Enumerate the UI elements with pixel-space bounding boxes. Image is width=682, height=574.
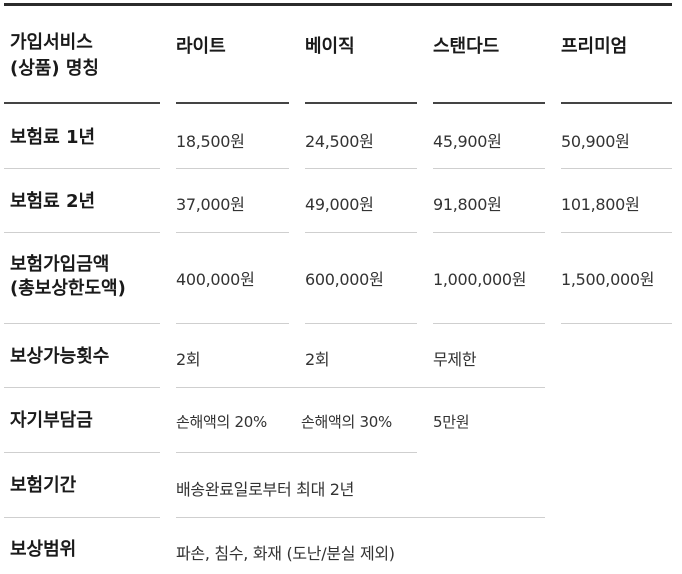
row-divider <box>176 517 545 518</box>
table-cell: 49,000원 <box>305 195 374 214</box>
table-cell: 18,500원 <box>176 132 245 151</box>
row-divider <box>4 517 160 518</box>
row-label-claim-count: 보상가능횟수 <box>10 346 110 367</box>
row-divider <box>176 232 289 233</box>
row-divider <box>561 323 672 324</box>
header-divider <box>433 102 545 104</box>
header-service-name: 가입서비스 (상품) 명칭 <box>10 30 99 82</box>
row-divider <box>561 232 672 233</box>
header-divider <box>4 102 160 104</box>
table-cell: 파손, 침수, 화재 (도난/분실 제외) <box>176 544 395 563</box>
row-label-deductible: 자기부담금 <box>10 410 93 431</box>
table-cell: 손해액의 30% <box>301 413 392 431</box>
row-label-coverage-scope: 보상범위 <box>10 539 77 560</box>
row-divider <box>4 168 160 169</box>
table-cell: 손해액의 20% <box>176 413 267 431</box>
header-plan-premium: 프리미엄 <box>561 36 628 57</box>
table-cell: 배송완료일로부터 최대 2년 <box>176 480 355 499</box>
row-divider <box>433 323 545 324</box>
header-divider <box>176 102 289 104</box>
header-service-line2: (상품) 명칭 <box>10 58 99 79</box>
table-cell: 24,500원 <box>305 132 374 151</box>
row-divider <box>433 168 545 169</box>
table-cell: 50,900원 <box>561 132 630 151</box>
row-divider <box>305 323 417 324</box>
table-cell: 400,000원 <box>176 270 255 289</box>
row-label-premium-1yr: 보험료 1년 <box>10 127 96 148</box>
header-divider <box>561 102 672 104</box>
header-plan-standard: 스탠다드 <box>433 36 500 57</box>
header-divider <box>305 102 417 104</box>
row-label-line1: 보험가입금액 <box>10 254 110 275</box>
header-plan-basic: 베이직 <box>305 36 355 57</box>
row-divider <box>176 452 417 453</box>
table-cell: 2회 <box>305 350 330 369</box>
table-cell: 2회 <box>176 350 201 369</box>
row-divider <box>4 323 160 324</box>
row-label-line2: (총보상한도액) <box>10 278 126 299</box>
table-cell: 101,800원 <box>561 195 640 214</box>
row-label-coverage-amount: 보험가입금액 (총보상한도액) <box>10 253 126 301</box>
table-cell: 무제한 <box>433 350 477 369</box>
table-cell: 600,000원 <box>305 270 384 289</box>
row-divider <box>176 168 289 169</box>
table-cell: 45,900원 <box>433 132 502 151</box>
row-label-premium-2yr: 보험료 2년 <box>10 191 96 212</box>
table-cell: 91,800원 <box>433 195 502 214</box>
row-divider <box>433 232 545 233</box>
row-divider <box>561 168 672 169</box>
table-cell: 5만원 <box>433 413 470 431</box>
row-divider <box>176 323 289 324</box>
row-divider <box>305 168 417 169</box>
header-service-line1: 가입서비스 <box>10 32 93 53</box>
row-divider <box>305 232 417 233</box>
header-plan-lite: 라이트 <box>176 36 226 57</box>
table-cell: 37,000원 <box>176 195 245 214</box>
row-divider <box>4 452 160 453</box>
row-divider <box>176 387 545 388</box>
table-cell: 1,500,000원 <box>561 270 655 289</box>
table-top-border <box>4 3 672 6</box>
row-divider <box>4 387 160 388</box>
row-label-insurance-period: 보험기간 <box>10 475 77 496</box>
table-cell: 1,000,000원 <box>433 270 527 289</box>
row-divider <box>4 232 160 233</box>
